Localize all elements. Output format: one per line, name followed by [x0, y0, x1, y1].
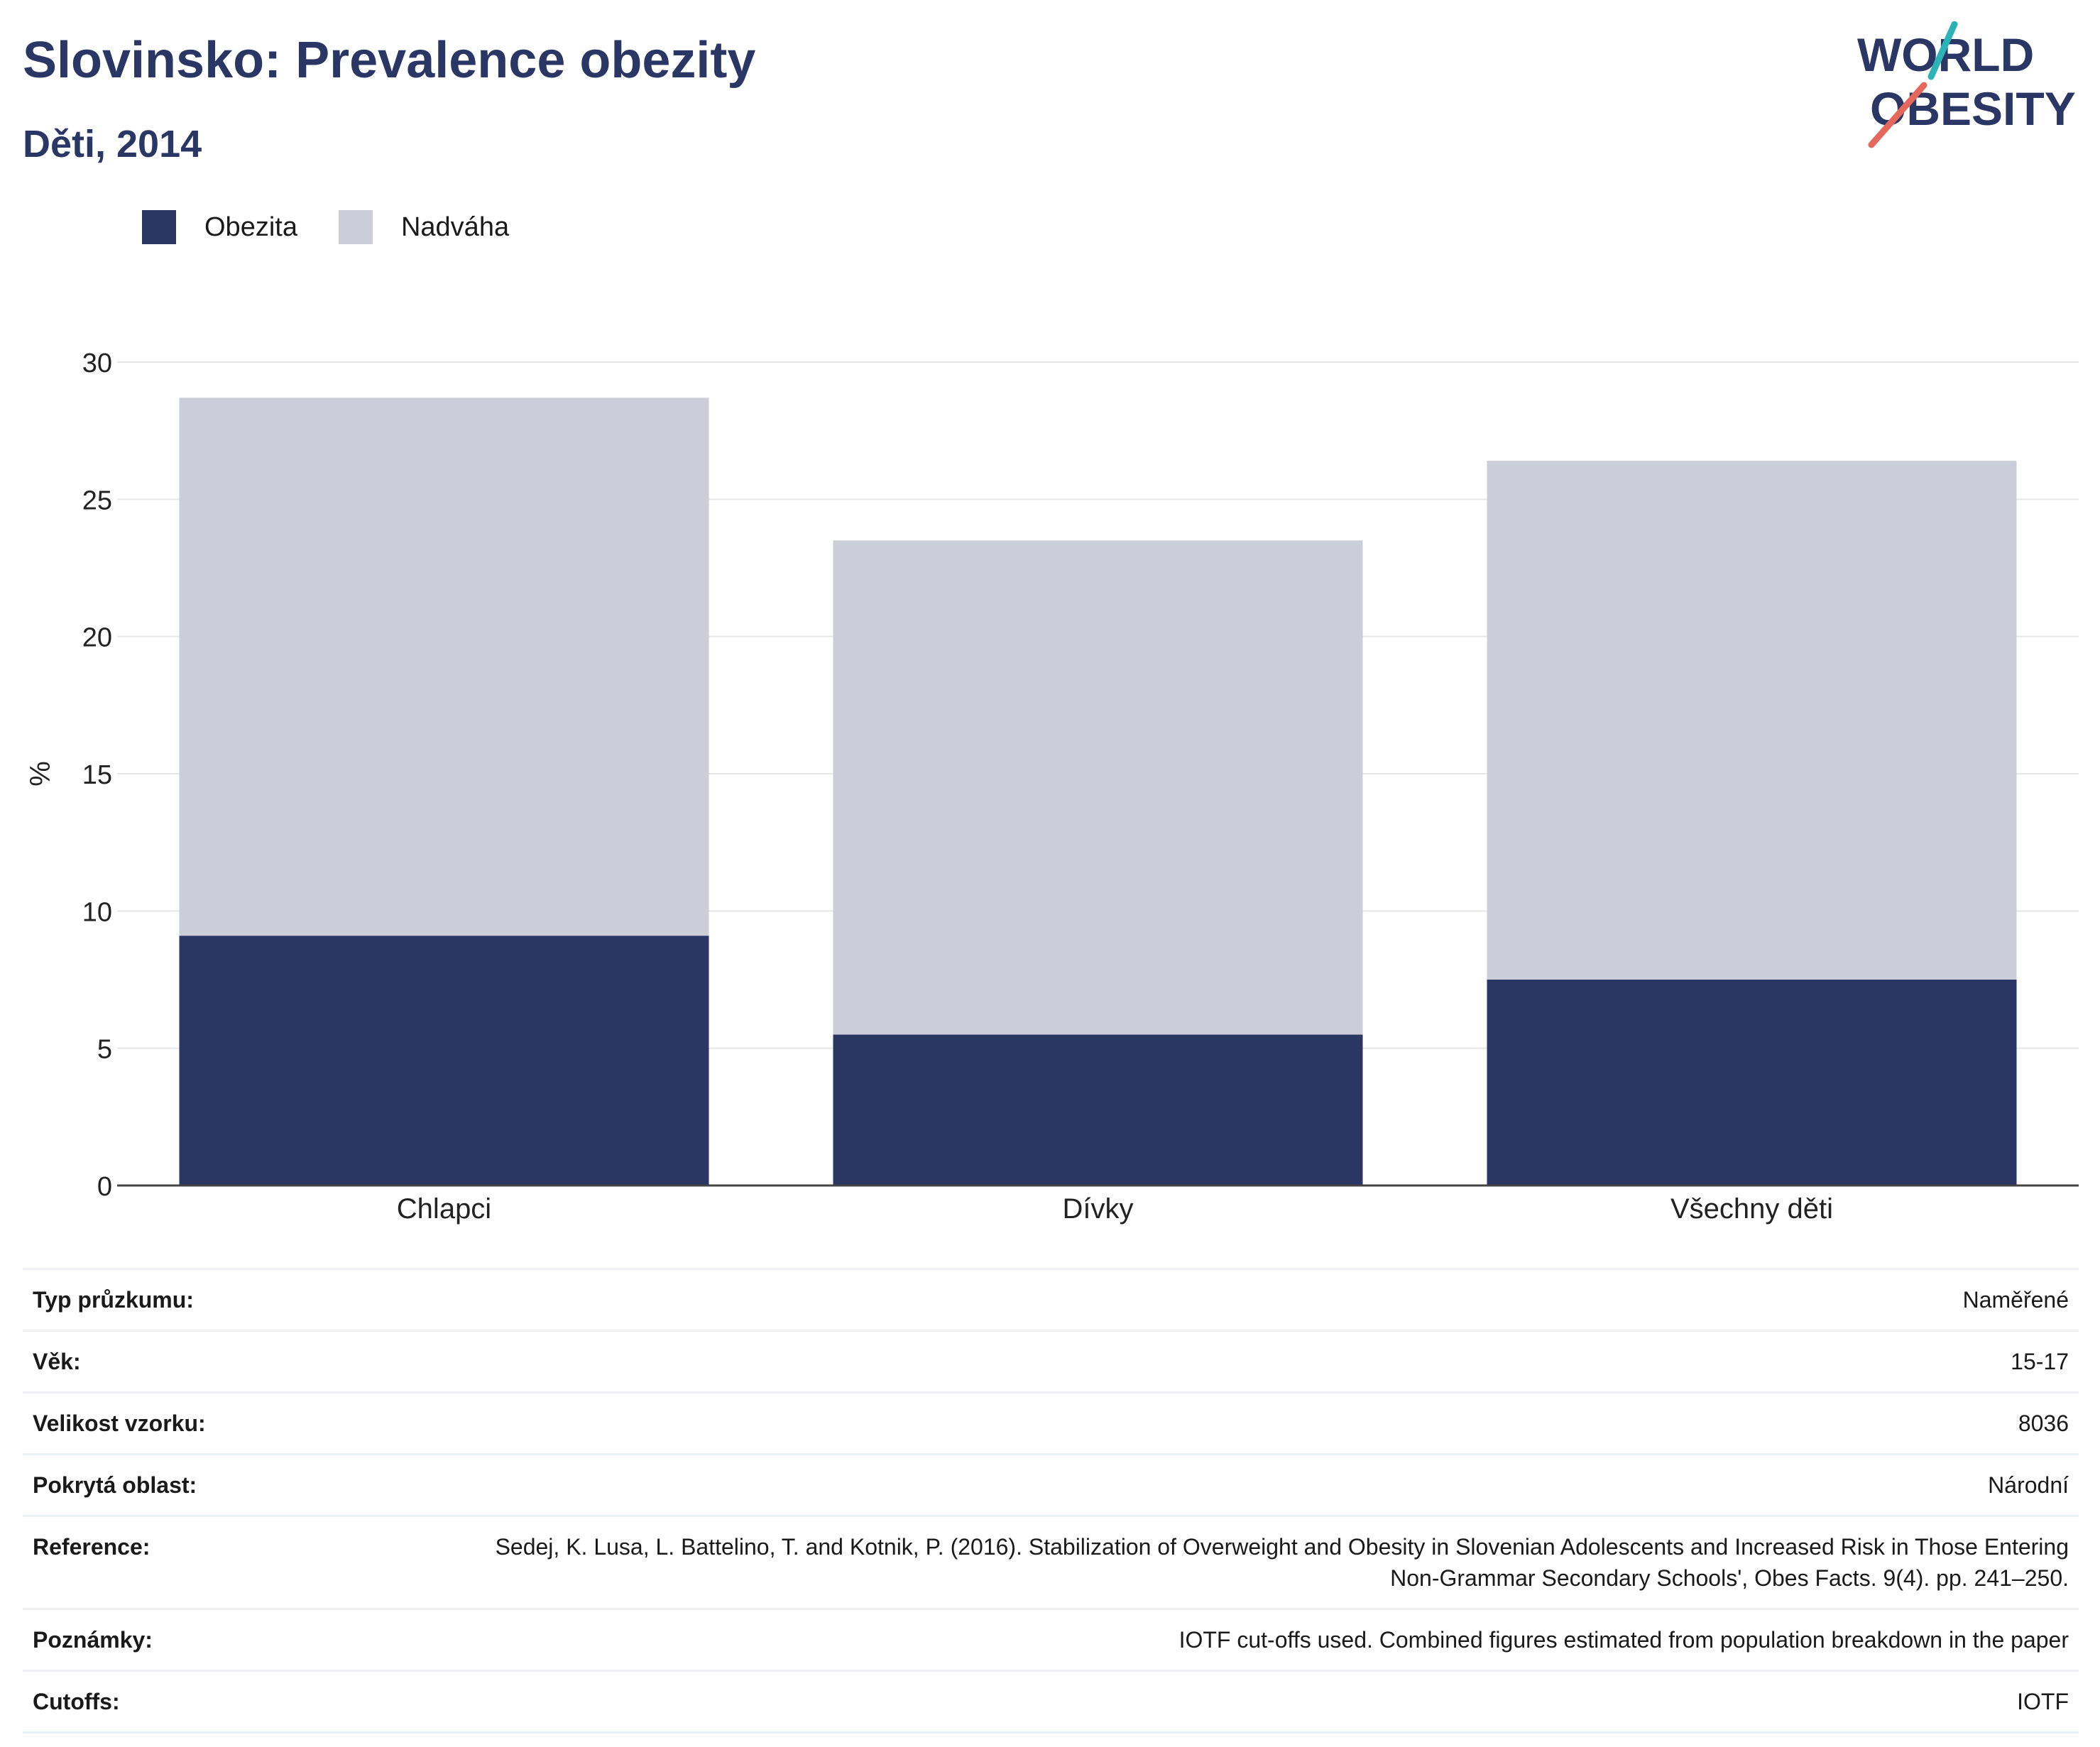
info-value: Národní: [469, 1453, 2079, 1516]
legend-item-nadvaha[interactable]: Nadváha: [338, 210, 510, 244]
chart-title: Slovinsko: Prevalence obezity: [23, 32, 756, 89]
bar-nadv-ha-1[interactable]: [833, 540, 1363, 1035]
info-label: Poznámky:: [23, 1608, 469, 1671]
info-label: Reference:: [23, 1515, 469, 1609]
info-label: Typ průzkumu:: [23, 1268, 469, 1331]
info-value: IOTF: [469, 1670, 2079, 1734]
logo-slash-teal: [1927, 21, 1958, 80]
y-tick-label: 30: [82, 349, 112, 378]
y-tick-label: 10: [82, 897, 112, 927]
bar-obezita-2[interactable]: [1487, 980, 2017, 1185]
legend-swatch-nadvaha: [338, 210, 373, 244]
legend-label-obezita: Obezita: [204, 212, 297, 242]
info-value: Naměřené: [469, 1268, 2079, 1331]
info-row: Cutoffs: IOTF: [23, 1670, 2079, 1734]
y-tick-label: 15: [82, 760, 112, 790]
x-tick-label: Dívky: [1063, 1193, 1134, 1225]
bar-obezita-0[interactable]: [179, 936, 709, 1185]
info-label: Cutoffs:: [23, 1670, 469, 1734]
legend-swatch-obezita: [142, 210, 176, 244]
stacked-bar-chart: 0 5 10 15 20 25 30% Chlapci Dívky Všechny děti: [25, 349, 2079, 1225]
bar-nadv-ha-2[interactable]: [1487, 461, 2017, 980]
info-label: Velikost vzorku:: [23, 1391, 469, 1455]
info-row: Velikost vzorku: 8036: [23, 1391, 2079, 1455]
chart-legend: Obezita Nadváha: [142, 210, 550, 244]
world-obesity-logo: WORLD OBESITY: [1857, 21, 2076, 148]
info-row: Reference: Sedej, K. Lusa, L. Battelino, …: [23, 1515, 2079, 1609]
info-value: 8036: [469, 1391, 2079, 1455]
logo-slash-coral: [1868, 82, 1927, 148]
info-label: Věk:: [23, 1330, 469, 1393]
bar-nadv-ha-0[interactable]: [179, 398, 709, 936]
y-tick-label: 5: [97, 1035, 112, 1065]
info-label: Pokrytá oblast:: [23, 1453, 469, 1516]
info-row: Pokrytá oblast: Národní: [23, 1453, 2079, 1516]
info-value: 15-17: [469, 1330, 2079, 1393]
info-value: IOTF cut-offs used. Combined figures est…: [469, 1608, 2079, 1671]
info-row: Věk: 15-17: [23, 1330, 2079, 1393]
y-tick-label: 20: [82, 623, 112, 653]
bar-obezita-1[interactable]: [833, 1034, 1363, 1185]
info-row: Poznámky: IOTF cut-offs used. Combined fi…: [23, 1608, 2079, 1671]
y-tick-label: 0: [97, 1172, 112, 1202]
y-axis-title: %: [25, 761, 56, 787]
chart-subtitle: Děti, 2014: [23, 123, 202, 165]
y-tick-label: 25: [82, 486, 112, 515]
info-value: Sedej, K. Lusa, L. Battelino, T. and Kot…: [469, 1515, 2079, 1609]
info-row: Typ průzkumu: Naměřené: [23, 1268, 2079, 1331]
x-tick-label: Všechny děti: [1670, 1193, 1833, 1225]
legend-label-nadvaha: Nadváha: [400, 212, 510, 242]
x-tick-label: Chlapci: [397, 1193, 491, 1225]
legend-item-obezita[interactable]: Obezita: [142, 210, 297, 244]
survey-info-table: Typ průzkumu: Naměřené Věk: 15-17 Velikost v…: [23, 1268, 2079, 1734]
